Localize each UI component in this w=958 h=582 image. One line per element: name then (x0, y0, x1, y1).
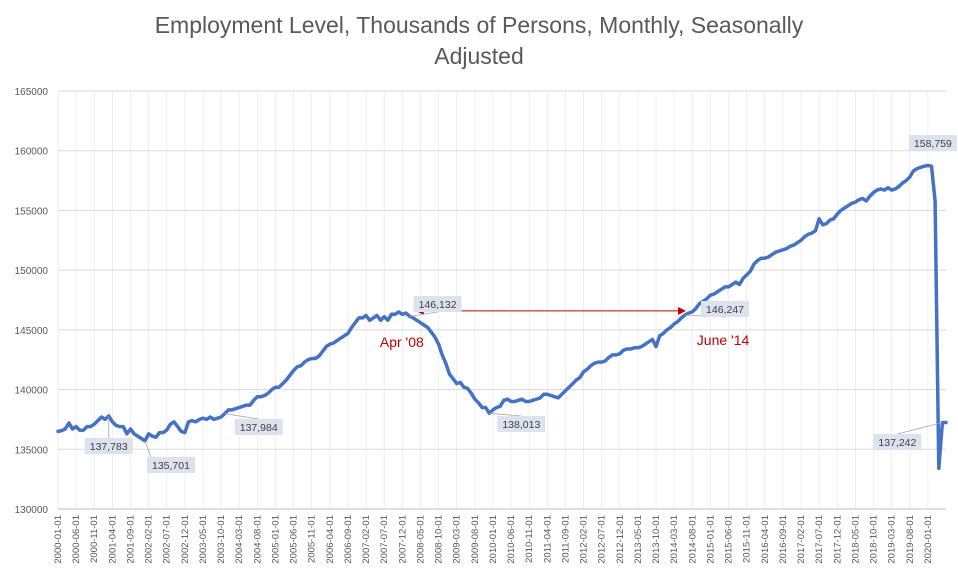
x-tick-label: 2002-02-01 (144, 515, 155, 564)
data-label: 135,701 (152, 460, 190, 472)
data-label-layer: 137,783 135,701 137,984 146,132 138,013 146,2… (84, 135, 957, 473)
x-tick-label: 2001-09-01 (125, 515, 136, 564)
period-annotation: Apr '08 (380, 334, 424, 350)
period-annotation: June '14 (697, 332, 750, 348)
data-label-box (84, 438, 133, 454)
data-label-leader (224, 413, 259, 420)
y-tick-label: 140000 (15, 386, 49, 397)
data-label: 146,132 (419, 299, 457, 311)
x-tick-label: 2011-04-01 (542, 515, 553, 563)
data-label-box (234, 419, 283, 435)
x-tick-label: 2013-10-01 (651, 515, 662, 564)
data-label: 146,247 (706, 304, 744, 316)
x-tick-label: 2001-04-01 (107, 515, 118, 564)
x-tick-label: 2018-05-01 (850, 515, 861, 564)
data-label: 137,242 (878, 437, 916, 449)
x-tick-label: 2013-05-01 (633, 515, 644, 564)
x-tick-label: 2008-10-01 (434, 515, 445, 564)
y-tick-label: 145000 (15, 326, 49, 337)
chart-title-line-1: Employment Level, Thousands of Persons, … (154, 12, 804, 38)
x-tick-label: 2004-03-01 (234, 515, 245, 564)
x-tick-label: 2007-07-01 (379, 515, 390, 564)
y-tick-label: 130000 (15, 505, 49, 516)
data-label-box (497, 416, 546, 432)
x-tick-label: 2003-05-01 (198, 515, 209, 564)
x-tick-label: 2012-12-01 (615, 515, 626, 564)
x-tick-label: 2017-02-01 (796, 515, 807, 564)
x-tick-label: 2000-11-01 (89, 515, 100, 563)
data-label: 158,759 (914, 138, 952, 150)
x-tick-label: 2014-08-01 (687, 515, 698, 564)
x-tick-label: 2019-03-01 (887, 515, 898, 564)
data-label-leader (409, 311, 438, 317)
x-tick-label: 2015-01-01 (705, 515, 716, 564)
x-tick-label: 2000-06-01 (71, 515, 82, 564)
data-label-leader (489, 412, 522, 417)
x-tick-label: 2010-11-01 (524, 515, 535, 563)
x-tick-label: 2004-08-01 (252, 515, 263, 564)
x-tick-label: 2009-03-01 (452, 515, 463, 564)
x-tick-label: 2000-01-01 (53, 515, 64, 564)
grid-layer (57, 90, 946, 510)
x-tick-label: 2002-12-01 (180, 515, 191, 564)
data-label-box (701, 301, 750, 317)
x-tick-label: 2010-01-01 (488, 515, 499, 564)
series-line-employment-level (56, 163, 948, 471)
chart-title-line-2: Adjusted (434, 43, 524, 69)
data-label: 138,013 (502, 419, 540, 431)
x-tick-label: 2014-03-01 (669, 515, 680, 564)
chart-title: Employment Level, Thousands of Persons, … (60, 10, 898, 72)
x-tick-label: 2005-11-01 (307, 515, 318, 563)
x-tick-label: 2008-05-01 (415, 515, 426, 564)
x-tick-label: 2006-09-01 (343, 515, 354, 564)
series-layer (56, 163, 948, 471)
x-tick-label: 2015-11-01 (742, 515, 753, 563)
data-label: 137,984 (240, 422, 278, 434)
y-tick-label: 160000 (15, 147, 49, 158)
y-tick-label: 155000 (15, 206, 49, 217)
x-tick-label: 2005-06-01 (289, 515, 300, 564)
x-tick-label: 2015-06-01 (724, 515, 735, 564)
x-tick-label: 2005-01-01 (270, 515, 281, 564)
x-tick-label: 2019-08-01 (905, 515, 916, 564)
x-tick-label: 2012-02-01 (579, 515, 590, 564)
x-tick-label: 2011-09-01 (560, 515, 571, 563)
data-label-leader (897, 422, 943, 435)
y-tick-label: 165000 (15, 87, 49, 98)
x-tick-label: 2017-07-01 (814, 515, 825, 564)
y-tick-label: 135000 (15, 445, 49, 456)
x-tick-label: 2017-12-01 (832, 515, 843, 564)
data-label: 137,783 (90, 441, 128, 453)
y-tick-label: 150000 (15, 266, 49, 277)
x-tick-label: 2012-07-01 (597, 515, 608, 564)
x-tick-label: 2010-06-01 (506, 515, 517, 564)
x-tick-label: 2002-07-01 (162, 515, 173, 564)
data-label-box (146, 457, 195, 473)
x-tick-label: 2018-10-01 (869, 515, 880, 564)
x-tick-label: 2009-08-01 (470, 515, 481, 564)
axis-layer: 130000 135000 140000 145000 150000 155000 1600… (15, 87, 946, 564)
x-tick-label: 2020-01-01 (923, 515, 934, 564)
data-label-leader (144, 440, 152, 458)
data-label-box (873, 434, 922, 450)
annotation-layer: Apr '08 June '14 (380, 306, 750, 350)
x-tick-label: 2007-12-01 (397, 515, 408, 564)
data-label-box (908, 135, 957, 151)
x-tick-label: 2003-10-01 (216, 515, 227, 564)
x-tick-label: 2007-02-01 (361, 515, 372, 564)
x-tick-label: 2006-04-01 (325, 515, 336, 564)
x-tick-label: 2016-04-01 (760, 515, 771, 564)
x-tick-label: 2016-09-01 (778, 515, 789, 564)
data-label-box (413, 296, 462, 312)
